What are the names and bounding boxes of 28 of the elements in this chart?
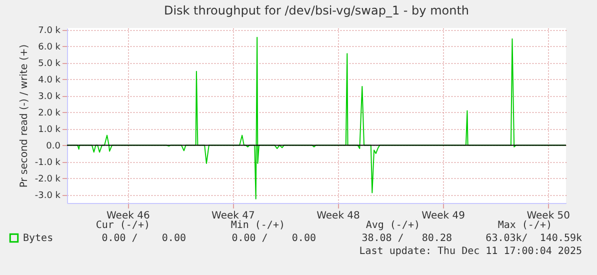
y-tick-label: -3.0 k <box>34 191 62 202</box>
text: 38.08 / 80.28 <box>362 233 452 244</box>
text: 63.03k/ 140.59k <box>486 233 582 244</box>
text: 0.00 / 0.00 <box>102 233 186 244</box>
x-tick-label: Week 47 <box>212 210 255 222</box>
y-tick-label: 5.0 k <box>38 59 62 70</box>
x-tick-label: Week 50 <box>526 210 570 222</box>
x-tick-label: Week 46 <box>106 210 150 222</box>
y-tick-label: -2.0 k <box>34 174 62 185</box>
y-tick-label: 0.0 <box>46 142 61 152</box>
text: Avg (-/+) <box>366 220 420 231</box>
y-tick-label: 6.0 k <box>38 42 62 53</box>
y-tick-label: -1.0 k <box>34 158 62 168</box>
y-axis-title: Pr second read (-) / write (+) <box>18 44 30 188</box>
chart-title: Disk throughput for /dev/bsi-vg/swap_1 - by month <box>164 4 470 18</box>
text: Last update: Thu Dec 11 17:00:04 2025 <box>359 246 582 257</box>
x-tick-label: Week 49 <box>422 210 465 222</box>
text: Cur (-/+) <box>96 220 150 231</box>
text: Max (-/+) <box>498 220 552 231</box>
text: Min (-/+) <box>230 220 285 231</box>
text: 0.00 / 0.00 <box>232 233 316 244</box>
y-tick-label: 7.0 k <box>38 26 62 36</box>
legend-label: Bytes <box>23 233 54 244</box>
y-tick-label: 3.0 k <box>38 92 62 102</box>
y-tick-label: 2.0 k <box>38 108 62 119</box>
x-tick-label: Week 48 <box>316 210 360 222</box>
y-tick-label: 1.0 k <box>38 125 62 136</box>
y-tick-label: 4.0 k <box>38 76 62 86</box>
